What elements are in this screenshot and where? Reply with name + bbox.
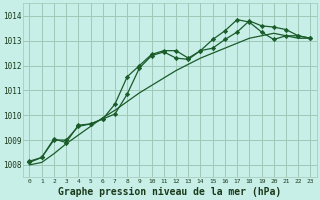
X-axis label: Graphe pression niveau de la mer (hPa): Graphe pression niveau de la mer (hPa) [58,186,282,197]
